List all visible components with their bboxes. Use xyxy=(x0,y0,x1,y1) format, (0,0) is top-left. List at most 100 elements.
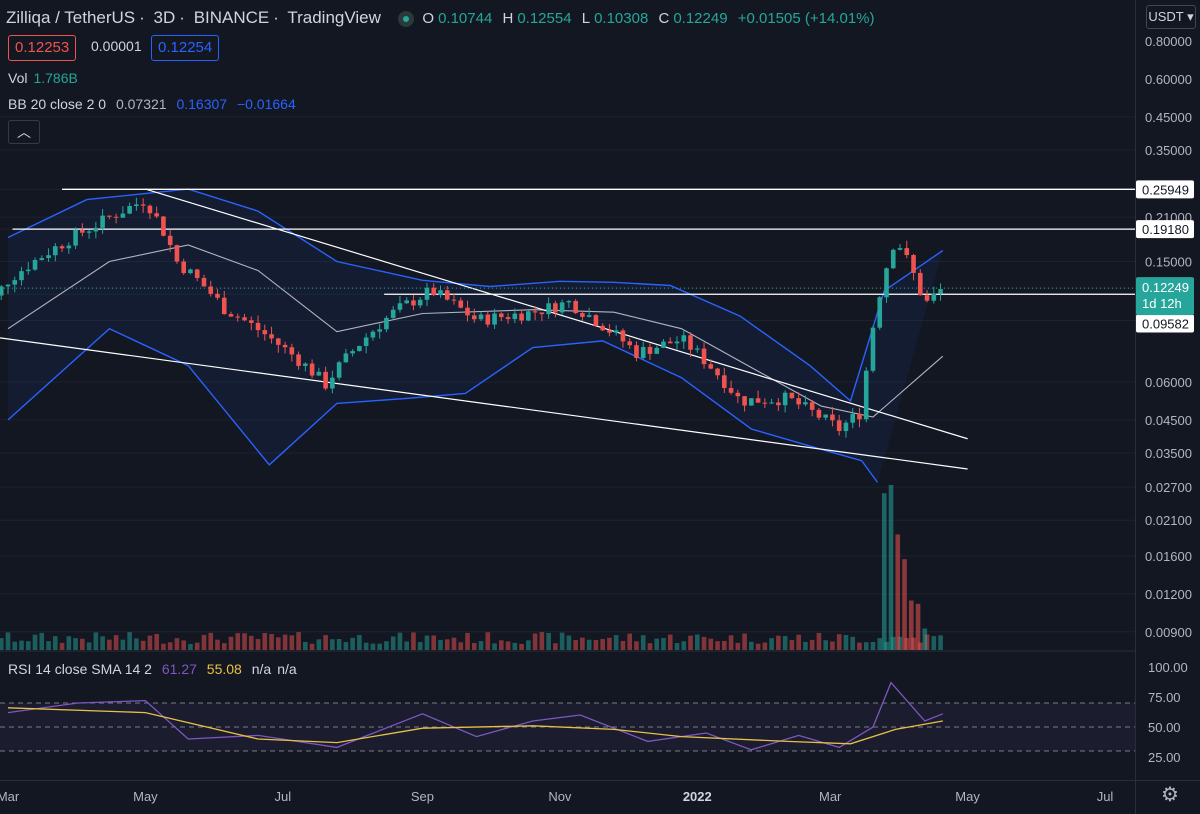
ohlc-values: O 0.10744 H 0.12554 L 0.10308 C 0.12249 +0.0… xyxy=(422,10,875,27)
volume-bar xyxy=(796,634,801,650)
volume-legend[interactable]: Vol 1.786B xyxy=(8,70,78,86)
volume-bar xyxy=(593,640,599,650)
candle xyxy=(749,398,754,406)
candle xyxy=(39,258,45,260)
volume-bar xyxy=(532,633,538,650)
candle xyxy=(742,396,747,406)
candle xyxy=(938,289,943,294)
gear-icon[interactable]: ⚙ xyxy=(1161,784,1179,806)
rsi-tick: 25.00 xyxy=(1148,750,1181,765)
candle xyxy=(539,312,545,315)
rsi-tick: 75.00 xyxy=(1148,690,1181,705)
volume-bar xyxy=(634,641,639,650)
candle xyxy=(235,316,241,318)
volume-bar xyxy=(282,634,288,650)
rsi-tick: 50.00 xyxy=(1148,720,1181,735)
volume-bar xyxy=(688,635,693,650)
candle xyxy=(661,341,666,348)
volume-bar xyxy=(877,638,883,650)
volume-bar xyxy=(377,643,382,650)
volume-bar xyxy=(566,635,572,650)
rsi-legend[interactable]: RSI 14 close SMA 14 2 61.27 55.08 n/a n/a xyxy=(8,661,297,677)
volume-bar xyxy=(46,641,51,650)
volume-bar xyxy=(803,641,808,650)
candle xyxy=(857,413,862,420)
volume-bar xyxy=(755,643,761,650)
candle xyxy=(884,268,889,298)
time-tick: Nov xyxy=(548,789,572,804)
time-tick: 2022 xyxy=(683,789,712,804)
volume-bar xyxy=(809,639,815,650)
buy-button[interactable]: 0.12254 xyxy=(151,35,220,61)
candle xyxy=(762,402,768,404)
candle xyxy=(370,331,376,338)
volume-bar xyxy=(397,632,403,650)
volume-bar xyxy=(492,643,497,650)
trendline xyxy=(145,188,968,440)
volume-bar xyxy=(559,632,565,650)
volume-bar xyxy=(444,639,450,650)
volume-bar xyxy=(735,642,741,650)
candle xyxy=(708,364,714,369)
last-price-label: 0.12249 xyxy=(1142,280,1189,295)
price-tick: 0.80000 xyxy=(1145,34,1192,49)
last-price-tag xyxy=(1136,277,1194,316)
candle xyxy=(776,402,781,406)
symbol-name[interactable]: Zilliqa / TetherUS xyxy=(6,8,136,27)
volume-bar xyxy=(208,632,214,650)
volume-bar xyxy=(5,632,11,650)
bb-lower-line xyxy=(7,327,879,483)
candle xyxy=(86,231,92,233)
candle xyxy=(127,205,132,214)
candle xyxy=(789,392,795,399)
price-tick: 0.01200 xyxy=(1145,587,1192,602)
candle xyxy=(843,422,849,432)
candle xyxy=(607,330,612,333)
volume-bar xyxy=(742,633,747,650)
volume-bar xyxy=(404,641,410,650)
volume-bar xyxy=(640,635,646,650)
volume-bar xyxy=(499,640,504,650)
candle xyxy=(242,317,247,321)
candle xyxy=(343,353,349,363)
price-tick: 0.35000 xyxy=(1145,143,1192,158)
volume-spike xyxy=(908,600,914,650)
candle xyxy=(553,303,558,313)
currency-selector[interactable]: USDT ▾ xyxy=(1146,5,1196,29)
candle xyxy=(722,375,727,389)
volume-bar xyxy=(769,638,774,650)
volume-bar xyxy=(269,634,274,650)
volume-bar xyxy=(782,636,788,650)
volume-bar xyxy=(843,634,849,650)
chevron-up-icon: ︿ xyxy=(17,124,31,140)
volume-spike xyxy=(895,534,901,650)
volume-bar xyxy=(194,642,200,650)
candle xyxy=(863,370,869,420)
candle xyxy=(181,261,187,274)
candle xyxy=(107,215,112,217)
candle xyxy=(830,414,835,421)
bb-upper-value: 0.16307 xyxy=(176,96,228,112)
bb-legend[interactable]: BB 20 close 2 0 0.07321 0.16307 −0.01664 xyxy=(8,96,296,112)
candle xyxy=(397,303,403,310)
volume-bar xyxy=(627,633,633,650)
candle xyxy=(580,313,585,317)
volume-bar xyxy=(384,641,389,650)
price-tick: 0.15000 xyxy=(1145,254,1192,269)
volume-spike xyxy=(888,485,894,650)
collapse-legend-button[interactable]: ︿ xyxy=(8,120,40,144)
interval[interactable]: 3D xyxy=(153,8,176,27)
candle xyxy=(816,409,822,418)
candle xyxy=(431,287,437,296)
candle xyxy=(701,348,707,365)
candle xyxy=(586,315,592,317)
volume-bar xyxy=(66,636,72,650)
time-tick: May xyxy=(133,789,158,804)
candle xyxy=(330,377,335,389)
volume-bar xyxy=(870,642,876,650)
candle xyxy=(316,371,322,376)
sell-button[interactable]: 0.12253 xyxy=(8,35,77,61)
candle xyxy=(627,341,633,346)
volume-bar xyxy=(749,641,754,650)
